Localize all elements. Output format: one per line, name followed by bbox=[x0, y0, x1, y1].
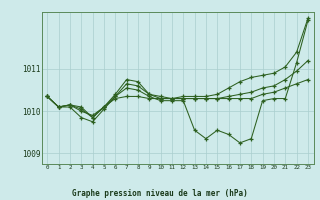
Text: Graphe pression niveau de la mer (hPa): Graphe pression niveau de la mer (hPa) bbox=[72, 189, 248, 198]
